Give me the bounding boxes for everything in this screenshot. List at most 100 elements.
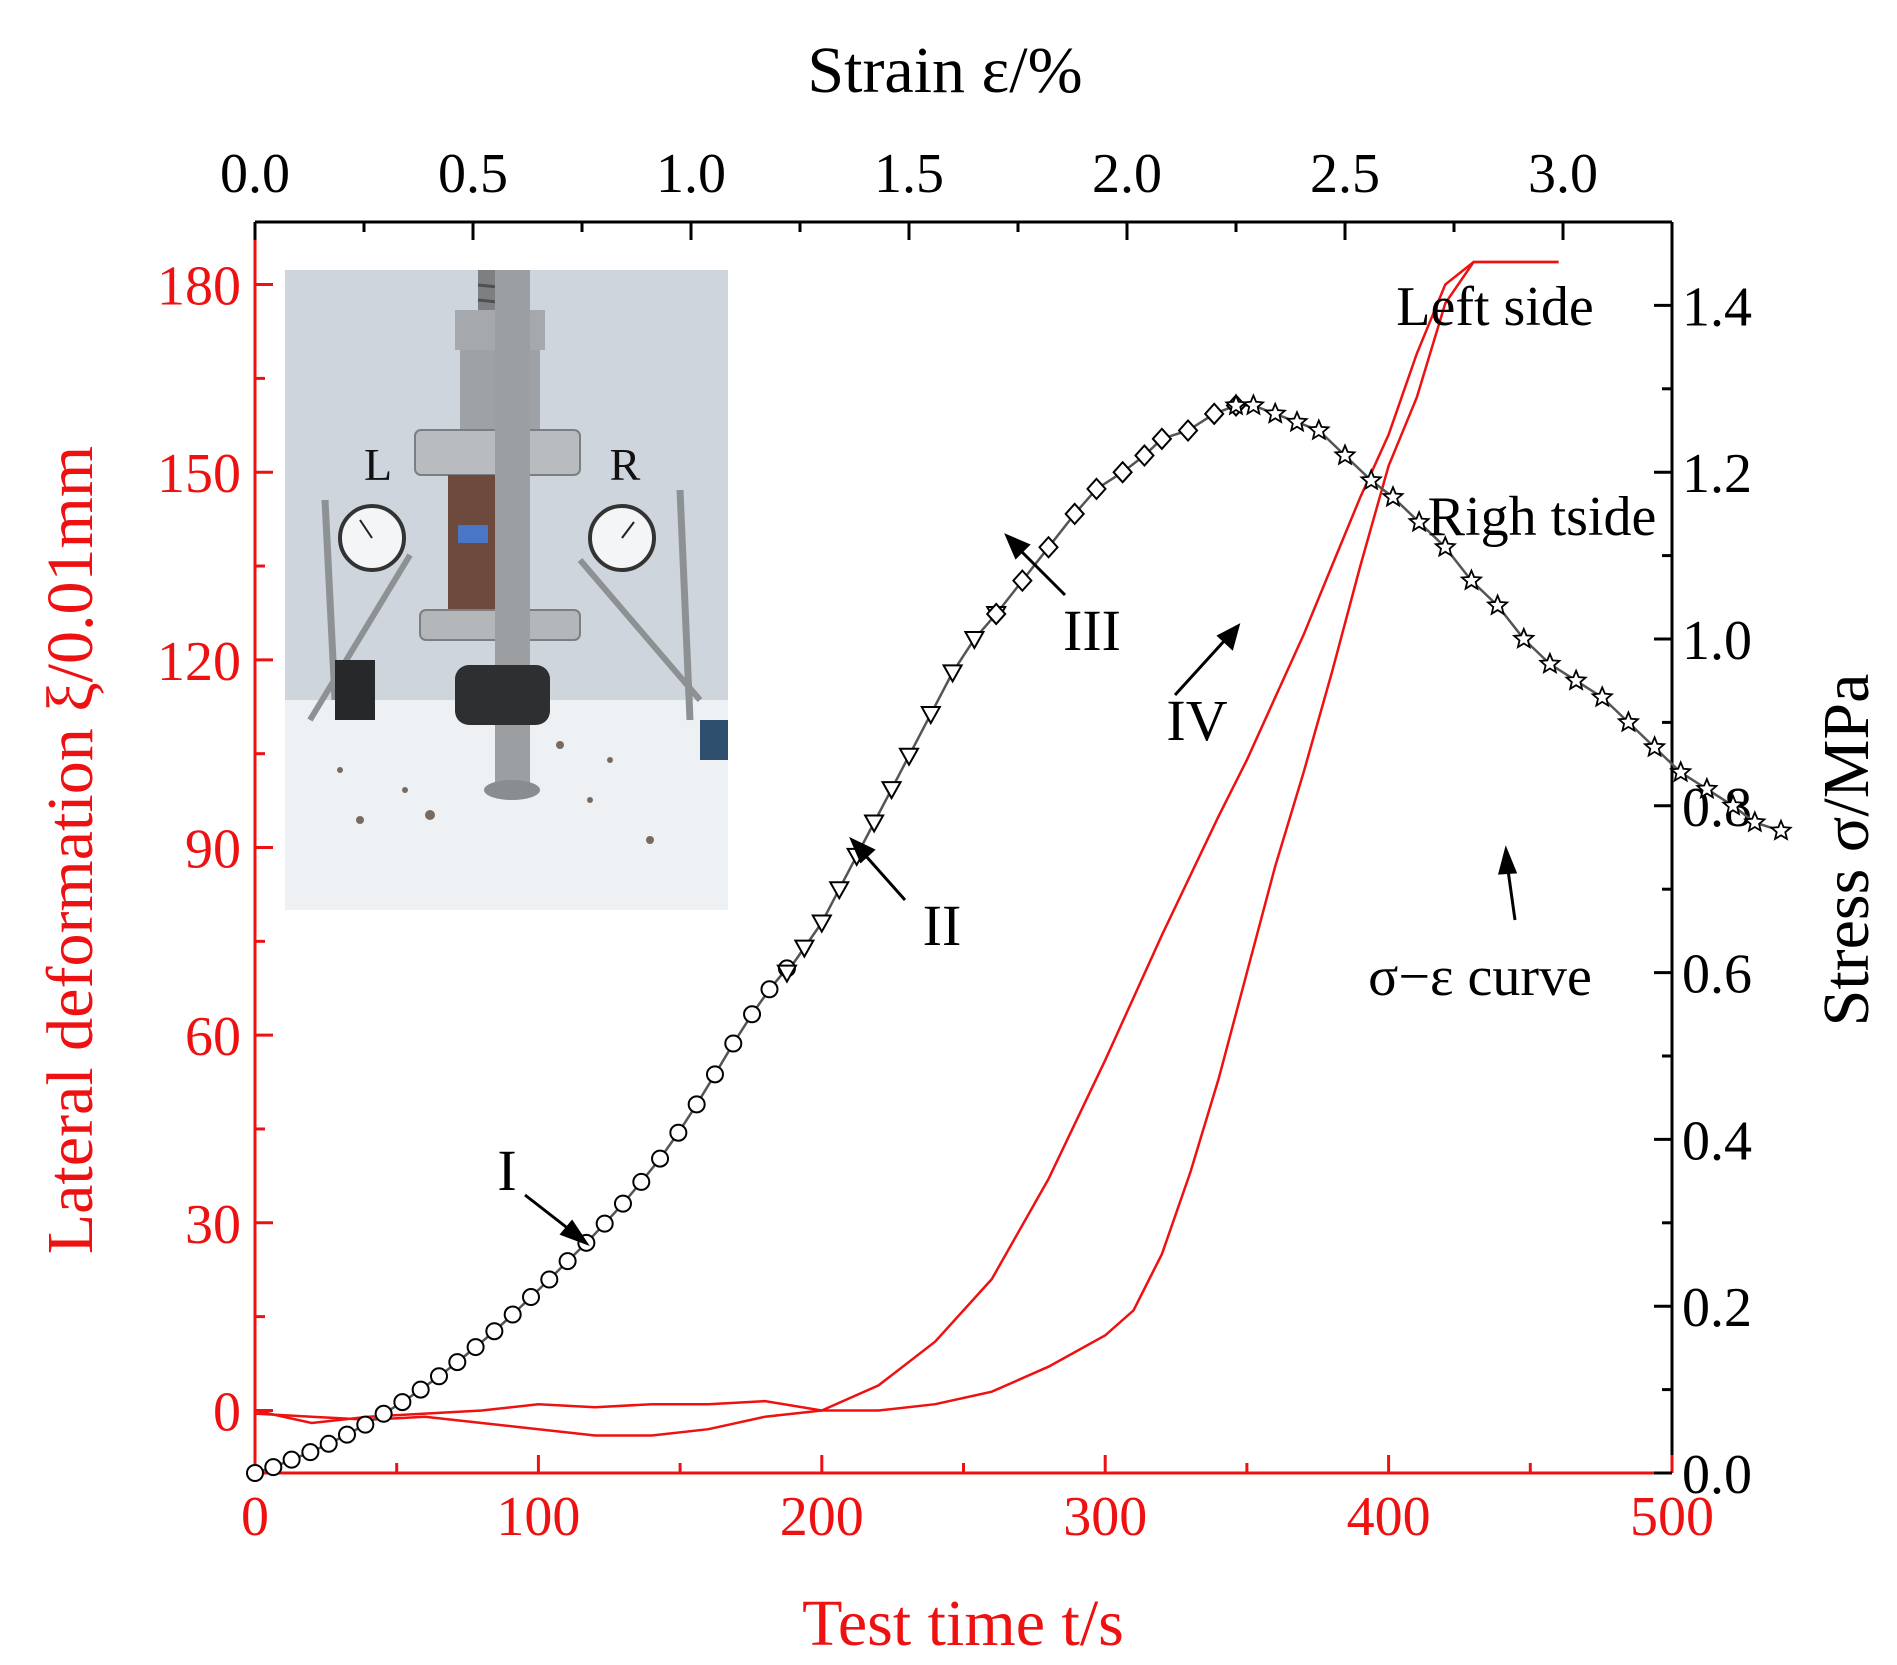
stage-I-marker: [760, 980, 779, 999]
stage-IV-marker: [1769, 818, 1793, 841]
x-top-title: Strain ε/%: [807, 34, 1082, 107]
stage-II-marker: [863, 814, 885, 834]
y-right-title: Stress σ/MPa: [1810, 674, 1883, 1027]
gauge-label-right: R: [610, 439, 641, 490]
x-top-tick-label: 0.5: [438, 143, 508, 205]
x-bottom-title: Test time t/s: [802, 1587, 1124, 1660]
lateral-series-group: [254, 260, 1559, 1437]
gauge-label-left: L: [364, 439, 392, 490]
stage-label-IV: IV: [1166, 688, 1227, 753]
stage-II-marker: [963, 631, 986, 651]
arrow-IV: [1173, 638, 1227, 697]
x-top-tick-label: 3.0: [1528, 143, 1598, 205]
stage-I-marker: [651, 1149, 670, 1168]
arrow-I: [524, 1193, 571, 1232]
x-top-ticks: 0.0 0.5 1.0 1.5 2.0 2.5 3.0: [220, 143, 1674, 240]
stage-IV-marker: [1564, 668, 1588, 691]
x-top-tick-label: 2.0: [1092, 143, 1162, 205]
stage-III-marker: [1203, 402, 1225, 426]
y-right-ticks: 0.0 0.2 0.4 0.6 0.8 1.0 1.2 1.4: [1654, 276, 1752, 1506]
stage-I-marker: [595, 1214, 614, 1233]
stage-IV-marker: [1511, 626, 1536, 650]
stage-I-marker: [429, 1367, 448, 1386]
stage-IV-marker: [1241, 393, 1266, 416]
stress-strain-series-group: [246, 393, 1793, 1482]
y-left-tick-label: 0: [213, 1381, 241, 1443]
stage-II-marker: [898, 747, 920, 767]
stage-III-marker: [985, 602, 1007, 626]
stage-I-marker: [724, 1034, 743, 1053]
annotation-left-side: Left side: [1396, 276, 1593, 338]
stage-IV-marker: [1485, 593, 1510, 616]
stage-I-marker: [743, 1005, 762, 1024]
y-left-tick-label: 90: [185, 819, 241, 881]
stage-III-marker: [1064, 502, 1086, 526]
y-right-tick-label: 0.2: [1682, 1277, 1752, 1339]
left-side-curve: [254, 260, 1559, 1425]
y-left-tick-label: 180: [157, 256, 241, 318]
stage-I-marker: [613, 1194, 632, 1213]
stage-IV-marker: [1590, 685, 1615, 708]
stage-I-marker: [411, 1380, 430, 1399]
stage-IV-marker: [1407, 509, 1431, 533]
stage-IV-marker: [1695, 776, 1719, 800]
x-bottom-ticks: 0 100 200 300 400 500: [241, 1455, 1714, 1548]
stage-I-marker: [319, 1434, 338, 1453]
y-right-tick-label: 0.4: [1682, 1110, 1752, 1172]
stage-II-marker: [880, 781, 903, 801]
stage-IV-marker: [1668, 760, 1693, 783]
stage-I-marker: [466, 1338, 485, 1357]
y-right-tick-label: 0.6: [1682, 944, 1752, 1006]
stage-II-marker: [941, 664, 964, 684]
stage-III-marker: [1038, 535, 1059, 559]
arrow-I-head: [559, 1219, 590, 1247]
stage-IV-marker: [1263, 401, 1288, 424]
x-bottom-tick-label: 300: [1063, 1486, 1147, 1548]
stage-IV-marker: [1359, 468, 1383, 491]
x-bottom-tick-label: 0: [241, 1486, 269, 1548]
y-right-tick-label: 0.0: [1682, 1444, 1752, 1506]
stage-I-marker: [246, 1464, 264, 1482]
x-top-tick-label: 2.5: [1310, 143, 1380, 205]
stage-I-marker: [540, 1270, 559, 1289]
arrow-II-head: [849, 836, 876, 864]
stage-II-marker: [828, 881, 850, 901]
stage-III-marker: [1112, 460, 1133, 484]
stage-I-marker: [393, 1393, 412, 1412]
test-rig-photo: L R: [285, 270, 728, 910]
stage-I-marker: [264, 1458, 283, 1477]
stage-I-marker: [485, 1322, 504, 1341]
stage-I-marker: [503, 1305, 522, 1324]
stage-IV-marker: [1224, 393, 1248, 416]
stage-III-marker: [1086, 477, 1107, 501]
x-bottom-tick-label: 100: [496, 1486, 580, 1548]
stage-IV-marker: [1285, 409, 1309, 433]
arrow-IV-head: [1216, 623, 1241, 651]
stage-IV-marker: [1381, 484, 1405, 508]
stage-label-II: II: [923, 893, 962, 958]
stage-IV-marker: [1459, 568, 1484, 591]
y-right-tick-label: 1.4: [1682, 276, 1752, 338]
arrow-II: [863, 854, 907, 901]
y-right-tick-label: 0.8: [1682, 777, 1752, 839]
stage-I-marker: [687, 1095, 706, 1114]
stage-I-marker: [669, 1123, 688, 1142]
stage-I-marker: [282, 1450, 301, 1469]
annotation-arrows: [524, 533, 1518, 1247]
y-right-tick-label: 1.0: [1682, 610, 1752, 672]
stage-I-marker: [521, 1288, 540, 1307]
stage-II-marker: [920, 706, 942, 726]
y-left-ticks: 0 30 60 90 120 150 180: [157, 256, 273, 1443]
x-bottom-tick-label: 400: [1347, 1486, 1431, 1548]
y-left-tick-label: 30: [185, 1194, 241, 1256]
y-left-tick-label: 60: [185, 1006, 241, 1068]
stage-IV-marker: [1433, 534, 1457, 558]
stage-II-marker: [811, 914, 833, 934]
annotation-right-side: Righ tside: [1428, 486, 1657, 548]
stage-I-marker: [301, 1443, 320, 1462]
stage-IV-marker: [1538, 651, 1562, 674]
annotation-sigma-eps: σ−ε curve: [1368, 946, 1592, 1008]
y-left-tick-label: 150: [157, 443, 241, 505]
stage-IV-marker: [1642, 735, 1667, 758]
